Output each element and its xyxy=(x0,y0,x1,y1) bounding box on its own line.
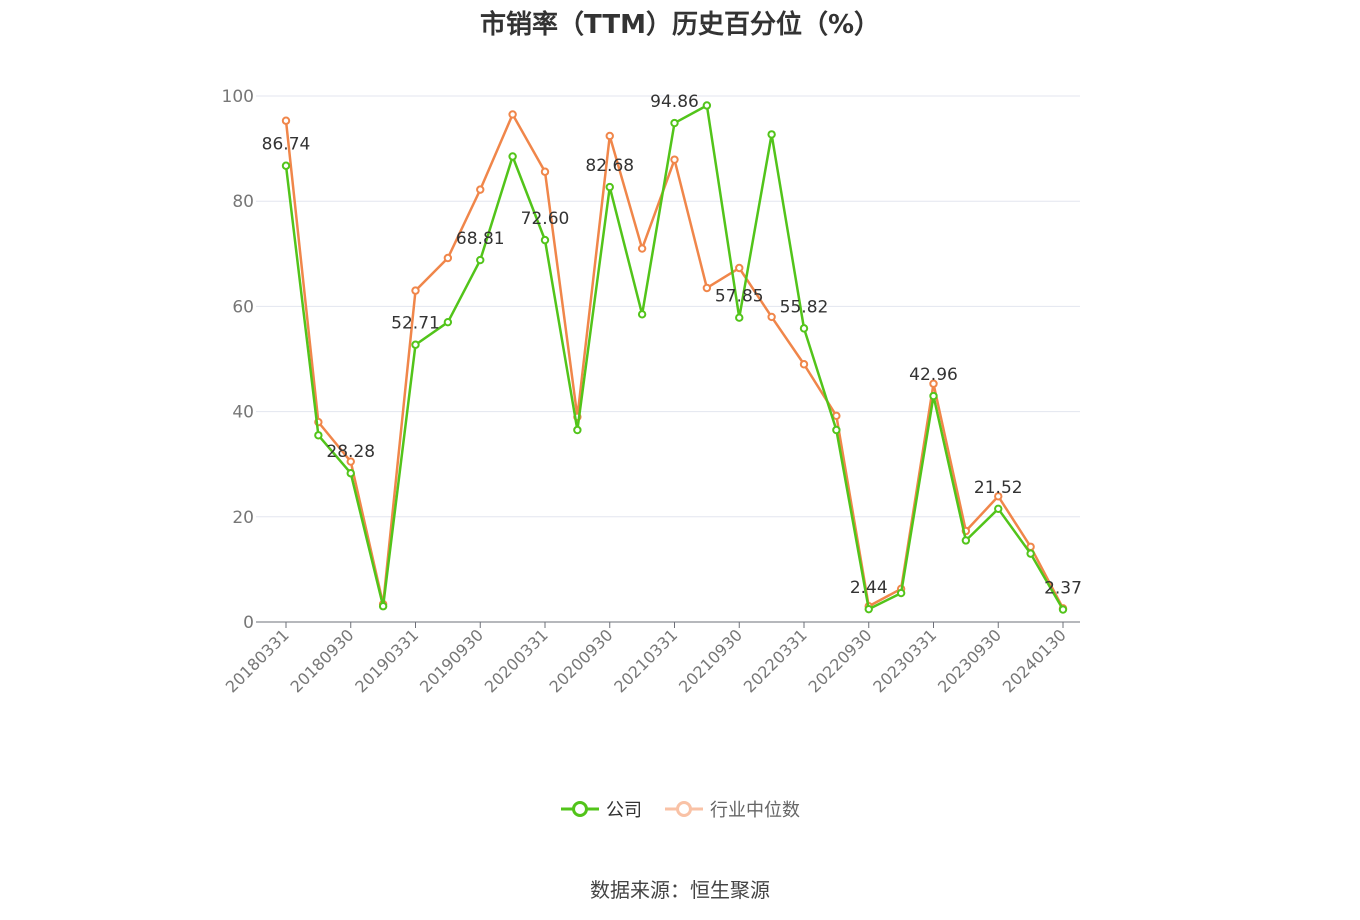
data-point-series-0 xyxy=(929,391,938,401)
data-point-series-1 xyxy=(605,131,614,141)
data-point-series-0 xyxy=(1058,605,1068,614)
data-point-series-0 xyxy=(994,504,1003,514)
data-label: 28.28 xyxy=(326,442,375,462)
y-tick-label: 20 xyxy=(232,508,254,528)
data-point-series-1 xyxy=(670,155,679,164)
data-point-series-0 xyxy=(443,317,453,327)
data-point-series-0 xyxy=(411,340,420,349)
series-line-1 xyxy=(284,113,1065,610)
data-point-series-0 xyxy=(378,602,388,611)
data-point-series-0 xyxy=(702,101,712,110)
data-point-series-0 xyxy=(281,161,291,170)
x-tick-label: 20180331 xyxy=(222,625,293,696)
data-label: 42.96 xyxy=(909,365,958,385)
y-tick-label: 0 xyxy=(243,613,254,633)
legend: 公司 行业中位数 xyxy=(0,796,1360,822)
y-tick-label: 40 xyxy=(232,403,254,423)
legend-line-circle-icon xyxy=(561,801,599,817)
data-point-series-0 xyxy=(540,235,550,245)
data-point-series-0 xyxy=(346,469,355,478)
data-point-series-0 xyxy=(896,588,906,598)
data-label: 2.44 xyxy=(850,578,888,598)
data-point-series-0 xyxy=(1026,549,1035,558)
x-tick-label: 20230331 xyxy=(869,625,940,696)
source-note: 数据来源：恒生聚源 xyxy=(590,878,770,902)
data-point-series-1 xyxy=(540,167,550,176)
data-point-series-0 xyxy=(314,431,323,440)
data-label: 52.71 xyxy=(391,314,440,334)
data-point-series-0 xyxy=(799,324,809,333)
legend-item-company[interactable]: 公司 xyxy=(560,796,642,822)
data-label: 21.52 xyxy=(974,478,1023,498)
data-point-series-1 xyxy=(799,360,809,369)
x-tick-label: 20190331 xyxy=(351,625,422,696)
y-tick-label: 80 xyxy=(232,192,254,212)
series-line-0 xyxy=(284,104,1065,611)
data-point-series-1 xyxy=(281,116,291,125)
data-point-series-1 xyxy=(735,263,744,273)
data-point-series-0 xyxy=(637,310,647,319)
data-label: 86.74 xyxy=(262,135,311,155)
data-point-series-1 xyxy=(476,185,485,194)
data-point-series-0 xyxy=(735,313,744,322)
data-point-series-0 xyxy=(605,182,614,192)
data-point-series-1 xyxy=(929,379,938,388)
data-point-series-1 xyxy=(411,286,420,295)
data-label: 82.68 xyxy=(585,156,634,176)
data-point-series-0 xyxy=(508,152,517,161)
data-point-series-1 xyxy=(702,283,712,293)
data-label: 94.86 xyxy=(650,92,699,112)
data-point-series-0 xyxy=(864,604,873,614)
data-point-series-1 xyxy=(346,457,355,466)
legend-line-circle-icon xyxy=(665,801,703,817)
x-tick-label: 20200331 xyxy=(481,625,552,696)
data-label: 68.81 xyxy=(456,229,505,249)
data-point-series-0 xyxy=(476,255,485,265)
axes: 0 20 40 60 80 100 2018033120180930201903312019… xyxy=(222,87,1080,696)
data-point-series-0 xyxy=(961,536,971,545)
data-label: 72.60 xyxy=(521,209,570,229)
data-point-series-0 xyxy=(767,130,776,139)
x-tick-label: 20210930 xyxy=(675,625,746,696)
data-point-series-1 xyxy=(767,312,776,322)
data-point-series-1 xyxy=(832,411,841,421)
x-tick-label: 20230930 xyxy=(934,625,1005,696)
data-point-series-1 xyxy=(637,244,647,253)
x-tick-label: 20240130 xyxy=(999,625,1070,696)
data-point-series-1 xyxy=(994,492,1003,501)
legend-label-company: 公司 xyxy=(606,800,642,821)
data-point-series-0 xyxy=(573,425,582,435)
data-labels: 86.74 28.28 52.71 68.81 72.60 82.68 94.86 57.85… xyxy=(262,92,1082,598)
x-tick-label: 20220930 xyxy=(805,625,876,696)
x-tick-label: 20200930 xyxy=(546,625,617,696)
x-tick-label: 20220331 xyxy=(740,625,811,696)
y-tick-label: 60 xyxy=(232,297,254,317)
x-tick-label: 20190930 xyxy=(416,625,487,696)
x-tick-label: 20180930 xyxy=(287,625,358,696)
legend-label-industry-median: 行业中位数 xyxy=(710,800,800,821)
data-point-series-1 xyxy=(443,253,453,263)
data-label: 55.82 xyxy=(780,297,829,317)
data-point-series-0 xyxy=(670,118,679,128)
data-point-series-1 xyxy=(508,110,517,119)
series-lines xyxy=(281,101,1068,614)
chart-title: 市销率（TTM）历史百分位（%） xyxy=(480,10,880,40)
legend-item-industry-median[interactable]: 行业中位数 xyxy=(664,796,800,822)
x-tick-label: 20210331 xyxy=(610,625,681,696)
data-label: 57.85 xyxy=(715,287,764,307)
data-point-series-0 xyxy=(832,425,841,435)
y-tick-label: 100 xyxy=(222,87,254,107)
data-label: 2.37 xyxy=(1044,579,1082,599)
